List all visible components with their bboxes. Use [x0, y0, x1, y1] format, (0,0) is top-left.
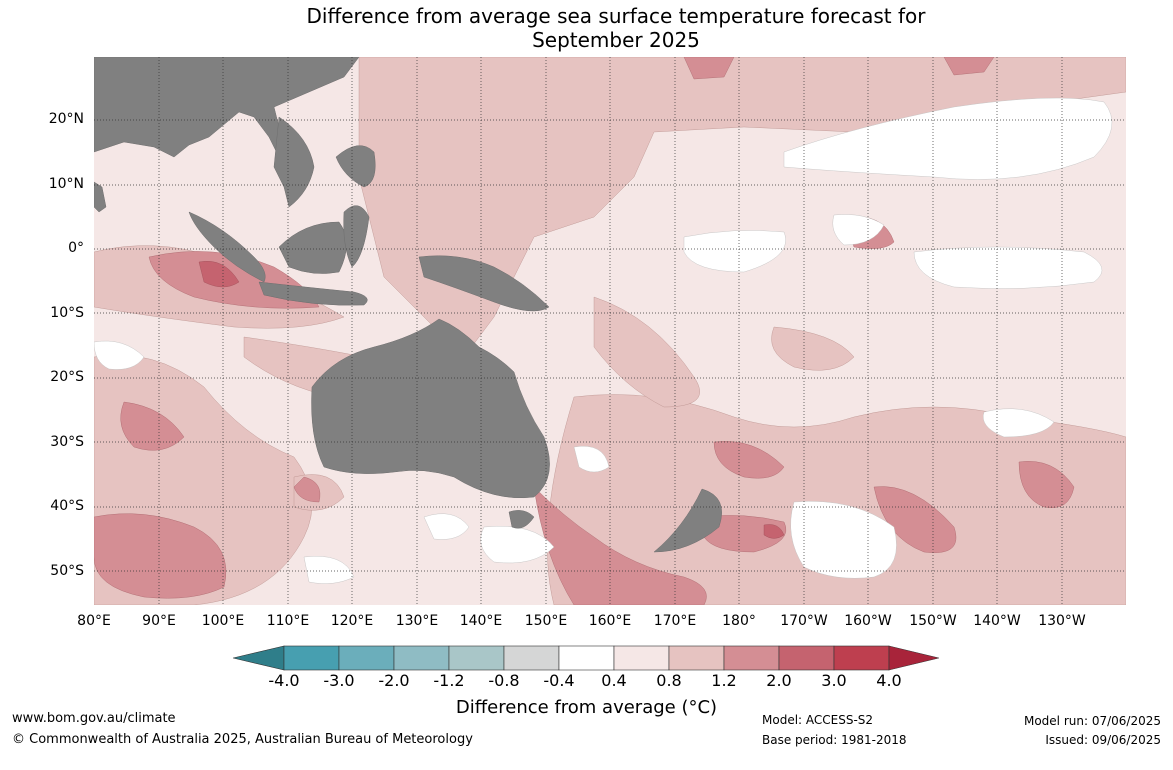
colorbar-tick: 2.0 — [766, 671, 792, 690]
colorbar-swatch-1 — [283, 645, 340, 671]
colorbar-tick: -1.2 — [433, 671, 465, 690]
lon-label-170w: 170°W — [780, 613, 828, 629]
lon-label-160w: 160°W — [844, 613, 892, 629]
colorbar-swatch-3 — [393, 645, 450, 671]
lon-label-130e: 130°E — [395, 613, 439, 629]
colorbar-label: Difference from average (°C) — [455, 697, 718, 718]
lon-label-80e: 80°E — [77, 613, 111, 629]
colorbar-swatch-low-extend — [233, 645, 285, 671]
title-line-1: Difference from average sea surface temp… — [306, 4, 926, 28]
lon-label-160e: 160°E — [588, 613, 632, 629]
colorbar-tick: 0.8 — [656, 671, 682, 690]
colorbar-swatch-9 — [723, 645, 780, 671]
lat-label-50s: 50°S — [50, 563, 84, 579]
colorbar-tick: -3.0 — [323, 671, 355, 690]
lat-label-40s: 40°S — [50, 498, 84, 514]
anomaly-band-near-zero — [94, 97, 1113, 584]
map-title: Difference from average sea surface temp… — [0, 4, 1173, 52]
colorbar-tick: 1.2 — [711, 671, 737, 690]
base-period: Base period: 1981-2018 — [762, 733, 907, 747]
lon-label-90e: 90°E — [142, 613, 176, 629]
lon-label-120e: 120°E — [330, 613, 374, 629]
lon-label-140e: 140°E — [459, 613, 503, 629]
anomaly-band-2-0 — [198, 261, 785, 539]
land — [94, 57, 722, 553]
colorbar-swatch-8 — [668, 645, 725, 671]
lon-label-130w: 130°W — [1038, 613, 1086, 629]
lon-label-170e: 170°E — [653, 613, 697, 629]
colorbar-tick: -2.0 — [378, 671, 410, 690]
colorbar-swatch-4 — [448, 645, 505, 671]
colorbar-swatch-7 — [613, 645, 670, 671]
colorbar-tick: 4.0 — [876, 671, 902, 690]
website-link[interactable]: www.bom.gov.au/climate — [12, 711, 176, 726]
anomaly-band-1-2 — [94, 57, 1075, 605]
lat-label-20n: 20°N — [48, 111, 84, 127]
lat-label-10n: 10°N — [48, 176, 84, 192]
lat-label-30s: 30°S — [50, 434, 84, 450]
copyright-text: © Commonwealth of Australia 2025, Austra… — [12, 732, 473, 747]
model-name: Model: ACCESS-S2 — [762, 713, 874, 727]
issued-date: Issued: 09/06/2025 — [1045, 733, 1161, 747]
colorbar-swatch-2 — [338, 645, 395, 671]
colorbar-swatch-11 — [833, 645, 890, 671]
colorbar-tick: -0.4 — [543, 671, 575, 690]
colorbar-swatch-6 — [558, 645, 615, 671]
colorbar-tick: 0.4 — [601, 671, 627, 690]
lat-label-0: 0° — [68, 240, 84, 256]
model-run-date: Model run: 07/06/2025 — [1023, 714, 1161, 728]
colorbar-swatch-high-extend — [888, 645, 939, 671]
lon-label-180: 180° — [722, 613, 756, 629]
colorbar-tick: -4.0 — [268, 671, 300, 690]
lon-label-150w: 150°W — [909, 613, 957, 629]
colorbar-swatch-5 — [503, 645, 560, 671]
sst-anomaly-map — [94, 57, 1126, 605]
lon-label-150e: 150°E — [524, 613, 568, 629]
lon-label-140w: 140°W — [973, 613, 1021, 629]
colorbar-swatch-10 — [778, 645, 835, 671]
lat-label-10s: 10°S — [50, 305, 84, 321]
lon-label-110e: 110°E — [266, 613, 310, 629]
colorbar — [233, 645, 939, 671]
colorbar-tick: -0.8 — [488, 671, 520, 690]
colorbar-tick: 3.0 — [821, 671, 847, 690]
lon-label-100e: 100°E — [201, 613, 245, 629]
lat-label-20s: 20°S — [50, 369, 84, 385]
graticule — [94, 57, 1126, 605]
title-line-2: September 2025 — [532, 28, 700, 52]
